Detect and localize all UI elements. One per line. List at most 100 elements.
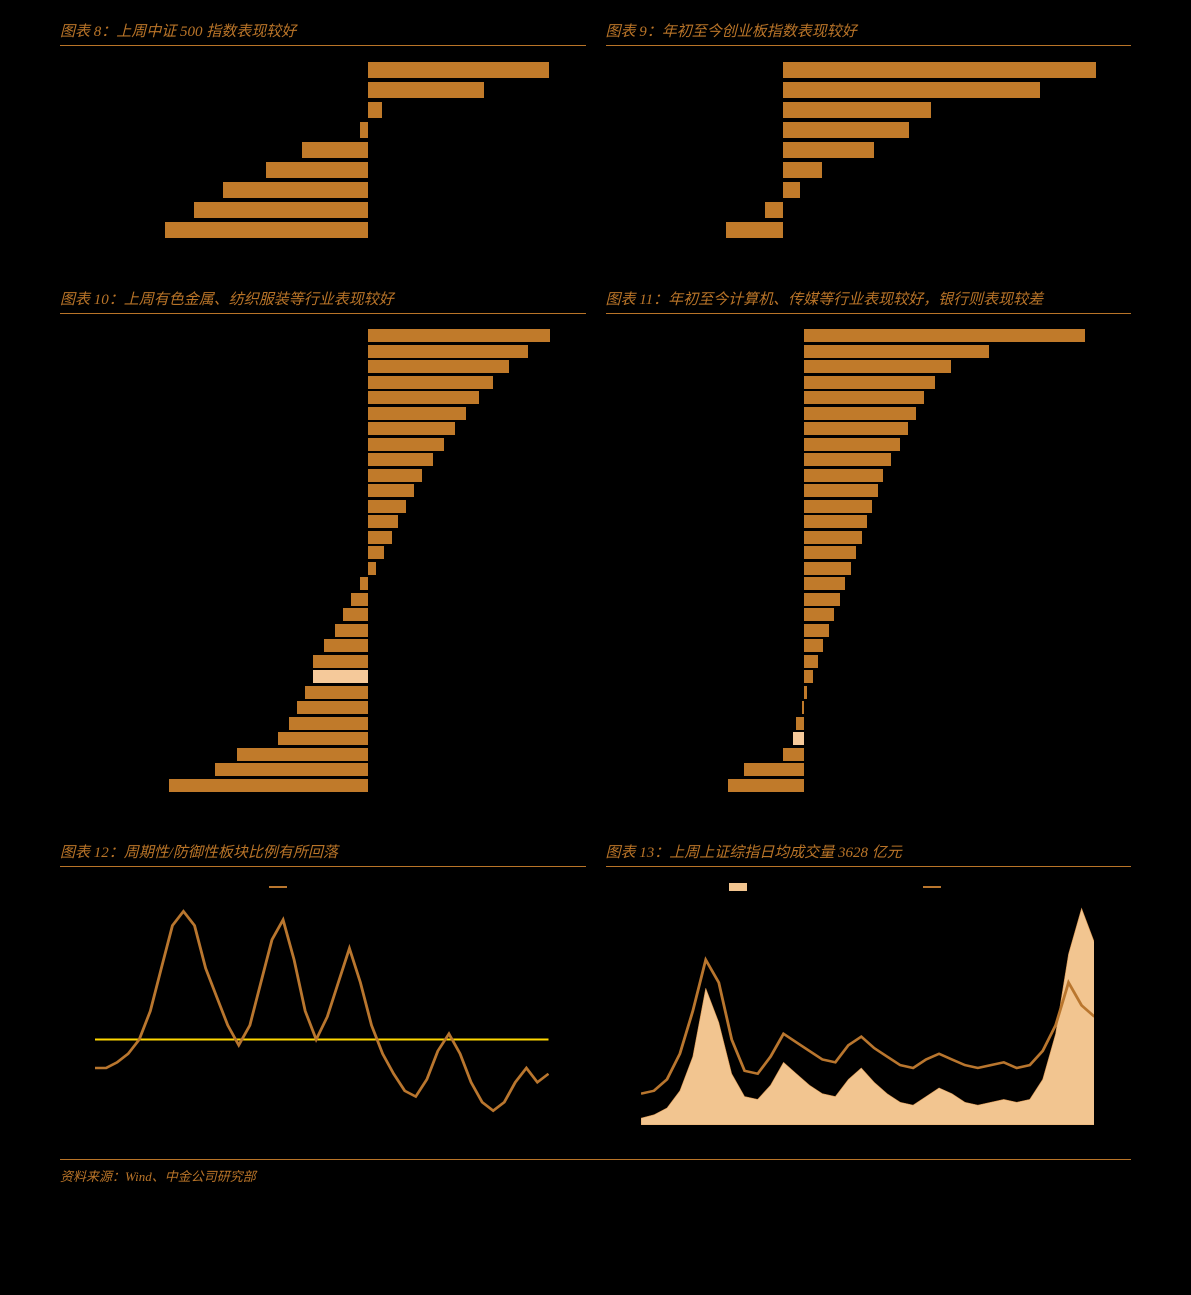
chart13-body: 4,0003,5003,0002,5002,0001,5001,0005000 … (640, 896, 1096, 1126)
chart13-legend-line: 上证综合指数 (945, 879, 1005, 894)
hbar-bar (368, 469, 422, 482)
hbar-row: 轻工制造 (696, 359, 1132, 375)
hbar-row: 沪深300 (696, 731, 1132, 747)
hbar-row: 煤炭 (150, 685, 586, 701)
hbar-bar (368, 453, 433, 466)
hbar-label: 餐饮旅游 (604, 378, 694, 387)
hbar-bar (368, 438, 444, 451)
hbar-bar (305, 686, 368, 699)
hbar-row: 通信 (150, 421, 586, 437)
hbar-row: 深证成指 (150, 160, 586, 180)
chart8-body: 中证500中小板综创业板综MSCI中国创业板指深证成指沪深300上证综指上证50… (60, 52, 586, 276)
hbar-label: 餐饮旅游 (58, 626, 148, 635)
hbar-bar (804, 593, 839, 606)
hbar-label: 银行 (604, 781, 694, 790)
hbar-row: MSCI中国 (696, 180, 1132, 200)
panel-chart8: 图表 8：上周中证 500 指数表现较好 中证500中小板综创业板综MSCI中国… (60, 20, 586, 276)
hbar-row: 建材 (150, 406, 586, 422)
hbar-bar (368, 562, 376, 575)
hbar-bar (804, 670, 812, 683)
hbar-label: MSCI中国 (58, 125, 148, 136)
chart9-title: 图表 9：年初至今创业板指数表现较好 (606, 20, 1132, 46)
hbar-bar (368, 407, 466, 420)
hbar-bar (368, 515, 398, 528)
hbar-label: 石油石化 (604, 750, 694, 759)
hbar-label: 轻工制造 (58, 378, 148, 387)
hbar-row: 纺织服饰 (696, 390, 1132, 406)
hbar-bar (368, 391, 480, 404)
hbar-row: 化工 (150, 483, 586, 499)
hbar-bar (302, 142, 367, 159)
hbar-row: 机械 (150, 390, 586, 406)
hbar-row: 餐饮旅游 (150, 623, 586, 639)
hbar-row: 石油石化 (696, 747, 1132, 763)
panel-chart9: 图表 9：年初至今创业板指数表现较好 创业板指创业板综中小板综深证成指中证500… (606, 20, 1132, 276)
hbar-bar (804, 376, 935, 389)
hbar-row: 国防军工 (696, 406, 1132, 422)
hbar-bar (744, 763, 804, 776)
hbar-label: 计算机 (58, 533, 148, 542)
hbar-label: 商贸零售 (604, 517, 694, 526)
hbar-row: 创业板综 (696, 80, 1132, 100)
chart12-title: 图表 12：周期性/防御性板块比例有所回落 (60, 841, 586, 867)
hbar-row: 石油石化 (150, 762, 586, 778)
hbar-bar (360, 577, 368, 590)
hbar-row: 计算机 (150, 530, 586, 546)
hbar-label: 机械 (604, 424, 694, 433)
hbar-label: 非银金融 (58, 750, 148, 759)
hbar-row: 综合 (696, 499, 1132, 515)
hbar-bar (804, 407, 916, 420)
hbar-label: 商贸零售 (58, 440, 148, 449)
hbar-label: 电子 (58, 471, 148, 480)
hbar-label: 建筑 (58, 641, 148, 650)
hbar-bar (360, 122, 367, 139)
hbar-label: 食品饮料 (58, 734, 148, 743)
hbar-row: 轻工制造 (150, 375, 586, 391)
chart13-yaxis-left: 4,0003,5003,0002,5002,0001,5001,0005000 (609, 897, 639, 1125)
hbar-label: 纺织服饰 (604, 393, 694, 402)
hbar-label: 化工 (58, 486, 148, 495)
hbar-label: 中小板综 (604, 105, 694, 116)
hbar-row: 电气设备 (696, 483, 1132, 499)
hbar-row: 公用事业 (150, 576, 586, 592)
hbar-bar (804, 422, 907, 435)
hbar-bar (368, 360, 510, 373)
hbar-bar (313, 655, 367, 668)
hbar-bar (804, 577, 845, 590)
hbar-row: 通信 (696, 468, 1132, 484)
hbar-row: 非银金融 (150, 747, 586, 763)
hbar-bar (223, 182, 368, 199)
hbar-bar (169, 779, 368, 792)
hbar-label: 轻工制造 (604, 362, 694, 371)
hbar-label: 建筑 (604, 579, 694, 588)
hbar-row: 农林牧渔 (696, 530, 1132, 546)
hbar-bar (804, 469, 883, 482)
hbar-label: 有色金属 (604, 703, 694, 712)
hbar-label: 电气设备 (58, 455, 148, 464)
chart8-title: 图表 8：上周中证 500 指数表现较好 (60, 20, 586, 46)
hbar-bar (368, 329, 550, 342)
hbar-label: 创业板综 (58, 105, 148, 116)
hbar-label: 公用事业 (604, 626, 694, 635)
hbar-row: MSCI中国 (150, 120, 586, 140)
chart13-legend-area: 上证综指-成交金额（5日移动平均） (751, 879, 909, 894)
hbar-label: 公用事业 (58, 579, 148, 588)
hbar-bar (368, 102, 383, 119)
hbar-label: 家电 (58, 703, 148, 712)
hbar-row: 非银金融 (696, 716, 1132, 732)
chart-grid: 图表 8：上周中证 500 指数表现较好 中证500中小板综创业板综MSCI中国… (60, 20, 1131, 1185)
hbar-row: 沪深300 (150, 180, 586, 200)
hbar-bar (289, 717, 368, 730)
hbar-label: 汽车 (604, 610, 694, 619)
hbar-row: 食品饮料 (150, 731, 586, 747)
hbar-row: 传媒 (150, 561, 586, 577)
hbar-label: 煤炭 (58, 688, 148, 697)
hbar-bar (804, 639, 823, 652)
hbar-label: 家电 (604, 564, 694, 573)
hbar-bar (804, 453, 891, 466)
hbar-label: 交通运输 (58, 657, 148, 666)
hbar-bar (368, 82, 484, 99)
hbar-label: 上证50 (604, 225, 694, 236)
hbar-label: 医药 (58, 517, 148, 526)
hbar-label: MSCI中国 (604, 185, 694, 196)
